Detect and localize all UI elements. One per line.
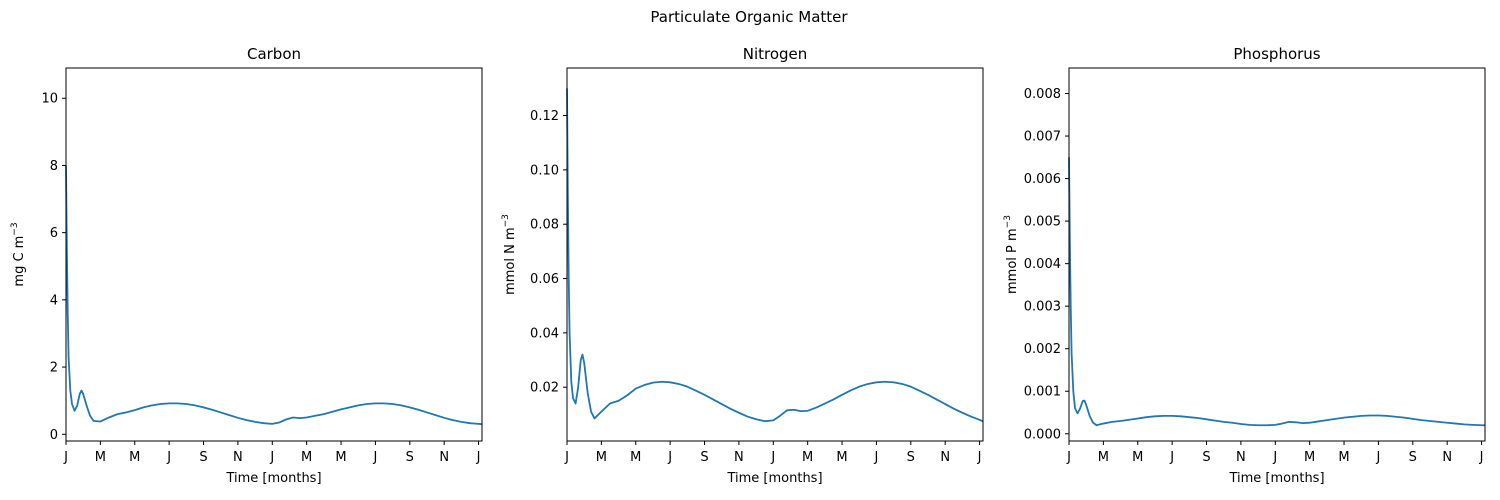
y-tick-label-nitrogen: 0.04 (530, 326, 559, 341)
x-tick-label-nitrogen: J (564, 450, 569, 465)
x-tick-label-nitrogen: J (977, 450, 982, 465)
y-tick-label-nitrogen: 0.06 (530, 272, 559, 287)
y-axis-label-superscript: −3 (1003, 215, 1013, 228)
x-tick-label-carbon: M (95, 450, 106, 465)
x-tick-label-phosphorus: J (1375, 450, 1380, 465)
y-tick-label-phosphorus: 0.004 (1024, 257, 1061, 272)
y-tick-label-nitrogen: 0.12 (530, 109, 559, 124)
x-tick-label-phosphorus: J (1272, 450, 1277, 465)
x-tick-label-carbon: M (301, 450, 312, 465)
x-tick-label-phosphorus: N (1442, 450, 1452, 465)
panel-title-phosphorus: Phosphorus (1233, 45, 1320, 63)
panel-title-carbon: Carbon (247, 45, 301, 63)
y-tick-label-phosphorus: 0.000 (1024, 427, 1061, 442)
x-tick-label-phosphorus: N (1236, 450, 1246, 465)
x-tick-label-carbon: J (372, 450, 377, 465)
x-tick-label-nitrogen: J (770, 450, 775, 465)
series-line-nitrogen (566, 88, 984, 423)
panel-carbon: Carbon 0 2 4 6 8 10 J M M J S N J M M J S N J Time [months] m… (10, 45, 483, 486)
x-tick-label-carbon: J (63, 450, 68, 465)
y-tick-label-carbon: 2 (50, 361, 58, 376)
x-tick-label-nitrogen: N (734, 450, 744, 465)
x-tick-label-phosphorus: J (1066, 450, 1071, 465)
x-axis-label-nitrogen: Time [months] (726, 471, 822, 486)
y-axis-label-superscript: −3 (10, 222, 20, 235)
x-tick-label-nitrogen: N (940, 450, 950, 465)
y-tick-label-phosphorus: 0.001 (1024, 385, 1061, 400)
y-axis-label-nitrogen: mmol N m−3 (501, 214, 518, 295)
y-tick-label-nitrogen: 0.02 (530, 381, 559, 396)
x-tick-label-carbon: N (439, 450, 449, 465)
x-tick-label-carbon: J (476, 450, 481, 465)
x-tick-label-phosphorus: S (1409, 450, 1417, 465)
x-tick-label-carbon: N (233, 450, 243, 465)
panel-phosphorus: Phosphorus 0.000 0.001 0.002 0.003 0.004 0.005… (1003, 45, 1486, 486)
panel-nitrogen: Nitrogen 0.02 0.04 0.06 0.08 0.10 0.12 J M M J S N J M… (501, 45, 984, 486)
y-tick-label-phosphorus: 0.002 (1024, 342, 1061, 357)
panel-title-nitrogen: Nitrogen (743, 45, 808, 63)
y-axis-label-text: mmol N m (503, 227, 518, 295)
x-tick-label-nitrogen: J (667, 450, 672, 465)
axes-frame-carbon (65, 67, 483, 442)
x-tick-label-phosphorus: M (1132, 450, 1143, 465)
y-axis-label-carbon: mg C m−3 (10, 222, 27, 286)
x-tick-label-phosphorus: M (1304, 450, 1315, 465)
y-tick-label-phosphorus: 0.005 (1024, 215, 1061, 230)
x-tick-label-carbon: J (166, 450, 171, 465)
axes-frame-phosphorus (1068, 67, 1486, 442)
y-tick-label-carbon: 0 (50, 428, 58, 443)
x-tick-label-carbon: J (269, 450, 274, 465)
x-tick-label-nitrogen: M (802, 450, 813, 465)
x-tick-label-phosphorus: J (1169, 450, 1174, 465)
x-tick-label-nitrogen: S (700, 450, 708, 465)
x-tick-label-nitrogen: J (873, 450, 878, 465)
x-tick-label-nitrogen: M (596, 450, 607, 465)
x-axis-label-carbon: Time [months] (225, 471, 321, 486)
y-tick-label-carbon: 10 (41, 92, 58, 107)
series-line-phosphorus (1068, 157, 1485, 427)
y-tick-label-phosphorus: 0.003 (1024, 300, 1061, 315)
y-axis-label-phosphorus: mmol P m−3 (1003, 215, 1020, 294)
y-tick-label-phosphorus: 0.007 (1024, 130, 1061, 145)
x-tick-label-nitrogen: M (836, 450, 847, 465)
figure-suptitle: Particulate Organic Matter (650, 8, 848, 26)
x-tick-label-nitrogen: S (907, 450, 915, 465)
x-tick-label-carbon: M (129, 450, 140, 465)
y-axis-label-superscript: −3 (501, 214, 511, 227)
axes-frame-nitrogen (566, 67, 984, 442)
y-axis-label-text: mmol P m (1005, 228, 1020, 294)
x-tick-label-phosphorus: S (1202, 450, 1210, 465)
x-tick-label-phosphorus: J (1479, 450, 1484, 465)
y-tick-label-carbon: 8 (50, 159, 58, 174)
x-axis-label-phosphorus: Time [months] (1228, 471, 1324, 486)
y-tick-label-nitrogen: 0.10 (530, 163, 559, 178)
y-tick-label-phosphorus: 0.006 (1024, 172, 1061, 187)
y-axis-label-text: mg C m (12, 236, 27, 287)
x-tick-label-phosphorus: M (1098, 450, 1109, 465)
y-tick-label-carbon: 6 (50, 226, 58, 241)
y-tick-label-carbon: 4 (50, 293, 58, 308)
x-tick-label-carbon: S (199, 450, 207, 465)
panels-container: Carbon 0 2 4 6 8 10 J M M J S N J M M J S N J Time [months] m… (10, 45, 1486, 486)
x-tick-label-carbon: S (406, 450, 414, 465)
x-tick-label-phosphorus: M (1338, 450, 1349, 465)
x-tick-label-carbon: M (335, 450, 346, 465)
y-tick-label-nitrogen: 0.08 (530, 218, 559, 233)
y-tick-label-phosphorus: 0.008 (1024, 87, 1061, 102)
series-line-carbon (65, 165, 483, 426)
x-tick-label-nitrogen: M (630, 450, 641, 465)
